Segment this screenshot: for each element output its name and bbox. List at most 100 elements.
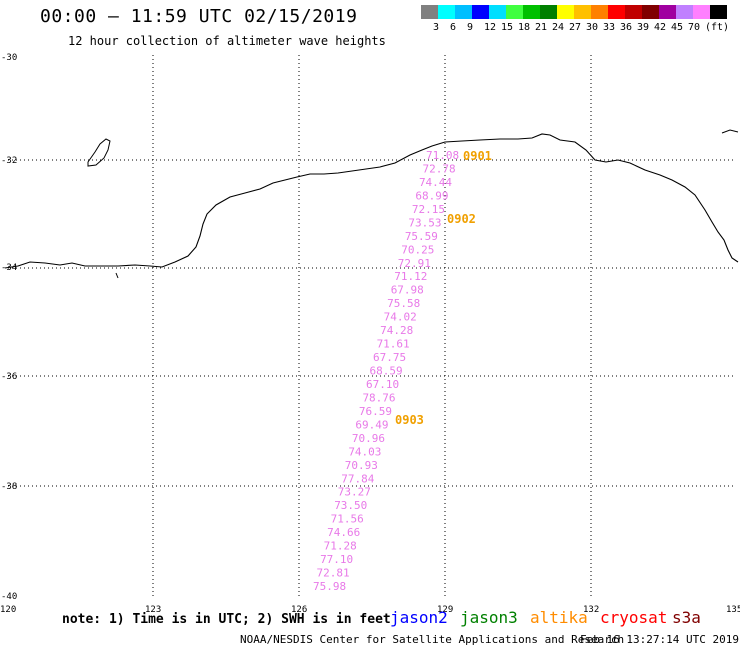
legend-label: (ft) [705,22,730,33]
timestamp-text: Feb 16 13:27:14 UTC 2019 [580,633,739,646]
wave-height-value: 71.56 [331,513,364,526]
legend-label: 30 [586,22,599,33]
legend-swatch [676,5,693,19]
wave-height-value: 68.99 [415,189,448,202]
pass-time-label: 0901 [463,149,492,163]
legend-swatch [591,5,608,19]
wave-height-value: 70.25 [401,243,434,256]
southeast-coast [721,129,739,134]
wave-height-value: 72.91 [398,257,431,270]
latitude-label: -34 [1,263,17,273]
legend-label: 21 [535,22,548,33]
map-title: 00:00 – 11:59 UTC 02/15/2019 [40,6,358,27]
legend-swatch [557,5,574,19]
wave-height-value: 71.61 [377,338,410,351]
satellite-s3a: s3a [672,608,701,627]
wave-height-value: 71.08 [426,149,459,162]
longitude-label: 129 [437,605,453,615]
legend-label: 9 [467,22,474,33]
legend-label: 12 [484,22,497,33]
legend-swatch [489,5,506,19]
latitude-label: -36 [1,372,17,382]
island [87,138,111,167]
legend-swatch [642,5,659,19]
legend-label: 39 [637,22,650,33]
legend-swatch [472,5,489,19]
legend-label: 6 [450,22,457,33]
legend-swatch [710,5,727,19]
latitude-labels: -30 -32 -34 -36 -38 -40 [1,53,17,602]
legend-label: 42 [654,22,667,33]
legend-swatch [421,5,438,19]
wave-height-value: 70.93 [345,459,378,472]
legend-swatch [438,5,455,19]
legend-label: 15 [501,22,514,33]
wave-height-value: 78.76 [362,391,395,404]
legend-swatch [625,5,642,19]
longitude-label: 132 [583,605,599,615]
legend-swatch [455,5,472,19]
wave-height-value: 67.10 [366,378,399,391]
legend-label: 70 [688,22,701,33]
wave-height-value: 73.50 [334,499,367,512]
legend-label: 45 [671,22,684,33]
map-grid [8,55,736,598]
credit-text: NOAA/NESDIS Center for Satellite Applica… [240,633,625,646]
time-labels: 0901 0902 0903 [395,149,492,427]
legend-label: 3 [433,22,440,33]
wave-height-value: 75.58 [387,297,420,310]
satellite-jason3: jason3 [460,608,518,627]
wave-height-value: 67.98 [391,284,424,297]
legend-label: 27 [569,22,582,33]
legend-swatch [506,5,523,19]
wave-height-value: 74.28 [380,324,413,337]
wave-height-value: 71.28 [324,540,357,553]
coastline [4,133,739,269]
legend-swatch [659,5,676,19]
wave-height-value: 75.59 [405,230,438,243]
legend-swatch [693,5,710,19]
wave-height-value: 72.15 [412,203,445,216]
legend-swatch [523,5,540,19]
wave-height-value: 67.75 [373,351,406,364]
legend-swatch [608,5,625,19]
latitude-label: -32 [1,156,17,166]
altimeter-track: 71.0872.7874.4468.9972.1573.5375.5970.25… [313,149,459,593]
latitude-label: -40 [1,592,17,602]
wave-height-value: 73.27 [338,486,371,499]
map-subtitle: 12 hour collection of altimeter wave hei… [68,34,386,48]
pass-time-label: 0902 [447,212,476,226]
wave-height-value: 74.03 [348,445,381,458]
wave-height-value: 70.96 [352,432,385,445]
wave-height-value: 77.84 [341,472,374,485]
legend-swatch [540,5,557,19]
satellite-cryosat: cryosat [600,608,668,627]
longitude-label: 135 [726,605,740,615]
latitude-label: -30 [1,53,17,63]
pass-time-label: 0903 [395,413,424,427]
satellite-altika: altika [530,608,588,627]
wave-height-value: 72.81 [317,567,350,580]
wave-height-value: 74.44 [419,176,452,189]
legend-swatch [574,5,591,19]
wave-height-value: 74.02 [384,311,417,324]
note-text: note: 1) Time is in UTC; 2) SWH is in fe… [62,612,391,627]
wave-height-value: 75.98 [313,580,346,593]
wave-height-value: 68.59 [370,365,403,378]
legend-label: 33 [603,22,616,33]
legend-label: 24 [552,22,565,33]
wave-height-value: 76.59 [359,405,392,418]
wave-height-value: 72.78 [422,162,455,175]
wave-height-value: 71.12 [394,270,427,283]
tick-mark [115,272,119,279]
legend-label: 18 [518,22,531,33]
longitude-labels: 120 123 126 129 132 135 [0,605,740,615]
latitude-label: -38 [1,482,17,492]
legend-label: 36 [620,22,633,33]
wave-height-value: 73.53 [408,216,441,229]
longitude-label: 120 [0,605,16,615]
satellite-jason2: jason2 [390,608,448,627]
wave-height-value: 69.49 [355,418,388,431]
wave-height-value: 74.66 [327,526,360,539]
